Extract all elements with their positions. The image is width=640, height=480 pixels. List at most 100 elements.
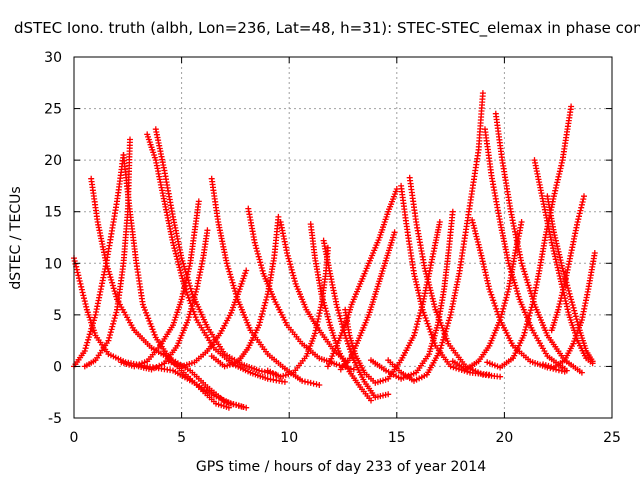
data-point <box>370 399 372 402</box>
series-markers <box>406 174 504 380</box>
series-12 <box>208 213 282 370</box>
data-point <box>202 390 205 393</box>
data-point <box>294 282 297 285</box>
data-point <box>565 369 568 372</box>
data-point <box>206 326 209 329</box>
data-point <box>512 357 514 360</box>
grid <box>74 57 612 418</box>
data-point <box>206 229 209 232</box>
data-point <box>116 308 118 311</box>
data-point <box>400 377 403 380</box>
series-7 <box>152 126 280 378</box>
data-point <box>413 334 415 337</box>
data-point <box>352 359 355 362</box>
data-point <box>230 311 233 314</box>
plot-frame <box>73 56 613 419</box>
data-point <box>189 369 192 372</box>
data-point <box>380 272 383 275</box>
data-point <box>286 252 288 254</box>
data-point <box>387 359 390 362</box>
data-point <box>395 188 398 190</box>
series-13 <box>245 205 357 373</box>
data-point <box>529 360 532 363</box>
data-point <box>215 402 217 405</box>
series-18 <box>324 186 400 370</box>
data-point <box>122 154 125 156</box>
data-point <box>120 361 123 364</box>
data-point <box>172 324 174 327</box>
series-9 <box>135 227 211 373</box>
data-point <box>481 373 484 376</box>
data-point <box>449 313 452 316</box>
data-point <box>486 361 489 364</box>
data-point <box>223 400 226 403</box>
series-markers <box>71 152 127 370</box>
data-point <box>587 288 590 291</box>
data-point <box>563 282 566 285</box>
data-point <box>359 386 362 389</box>
data-point <box>520 262 523 265</box>
data-point <box>522 334 525 337</box>
data-point <box>490 174 493 177</box>
data-point <box>400 359 403 362</box>
data-point <box>283 367 286 370</box>
data-point <box>507 288 510 291</box>
data-point <box>557 308 560 311</box>
data-point <box>477 148 480 151</box>
data-point <box>273 257 276 260</box>
data-point <box>593 252 596 254</box>
data-point <box>563 359 566 362</box>
data-point <box>335 344 338 347</box>
data-point <box>146 133 149 136</box>
data-point <box>163 362 166 365</box>
y-tick-label: 25 <box>44 102 62 118</box>
series-32 <box>540 250 598 371</box>
data-point <box>79 282 82 285</box>
data-point <box>438 221 441 223</box>
data-point <box>352 368 355 371</box>
data-point <box>387 210 390 213</box>
y-tick-label: 10 <box>44 256 62 272</box>
x-axis-label: GPS time / hours of day 233 of year 2014 <box>196 459 486 475</box>
data-point <box>531 329 534 332</box>
data-point <box>425 373 428 376</box>
data-point <box>107 339 110 342</box>
series-markers <box>337 229 398 373</box>
data-point <box>494 112 497 115</box>
data-point <box>421 308 424 311</box>
data-point <box>172 369 174 372</box>
data-point <box>94 334 97 337</box>
data-point <box>434 308 437 311</box>
data-point <box>96 221 99 223</box>
data-point <box>154 336 157 339</box>
data-point <box>245 406 248 409</box>
data-point <box>514 252 517 254</box>
data-point <box>350 355 353 358</box>
data-point <box>292 371 295 374</box>
y-axis-label: dSTEC / TECUs <box>8 186 24 289</box>
series-markers <box>307 221 374 404</box>
data-point <box>544 236 547 239</box>
data-point <box>570 105 573 108</box>
data-point <box>546 195 549 198</box>
data-point <box>249 371 252 374</box>
data-point <box>236 361 239 364</box>
data-point <box>387 252 390 254</box>
data-point <box>447 252 450 254</box>
data-point <box>245 269 248 272</box>
data-point <box>210 355 213 358</box>
data-point <box>370 359 372 362</box>
data-point <box>585 350 588 352</box>
data-point <box>262 272 265 275</box>
data-series <box>71 90 598 411</box>
data-point <box>206 350 209 352</box>
data-point <box>150 346 153 349</box>
data-point <box>238 288 241 291</box>
data-point <box>187 319 190 321</box>
data-point <box>223 365 226 368</box>
series-24 <box>385 90 486 384</box>
data-point <box>266 293 269 296</box>
data-point <box>314 257 316 260</box>
data-point <box>90 177 93 180</box>
data-point <box>542 363 545 366</box>
